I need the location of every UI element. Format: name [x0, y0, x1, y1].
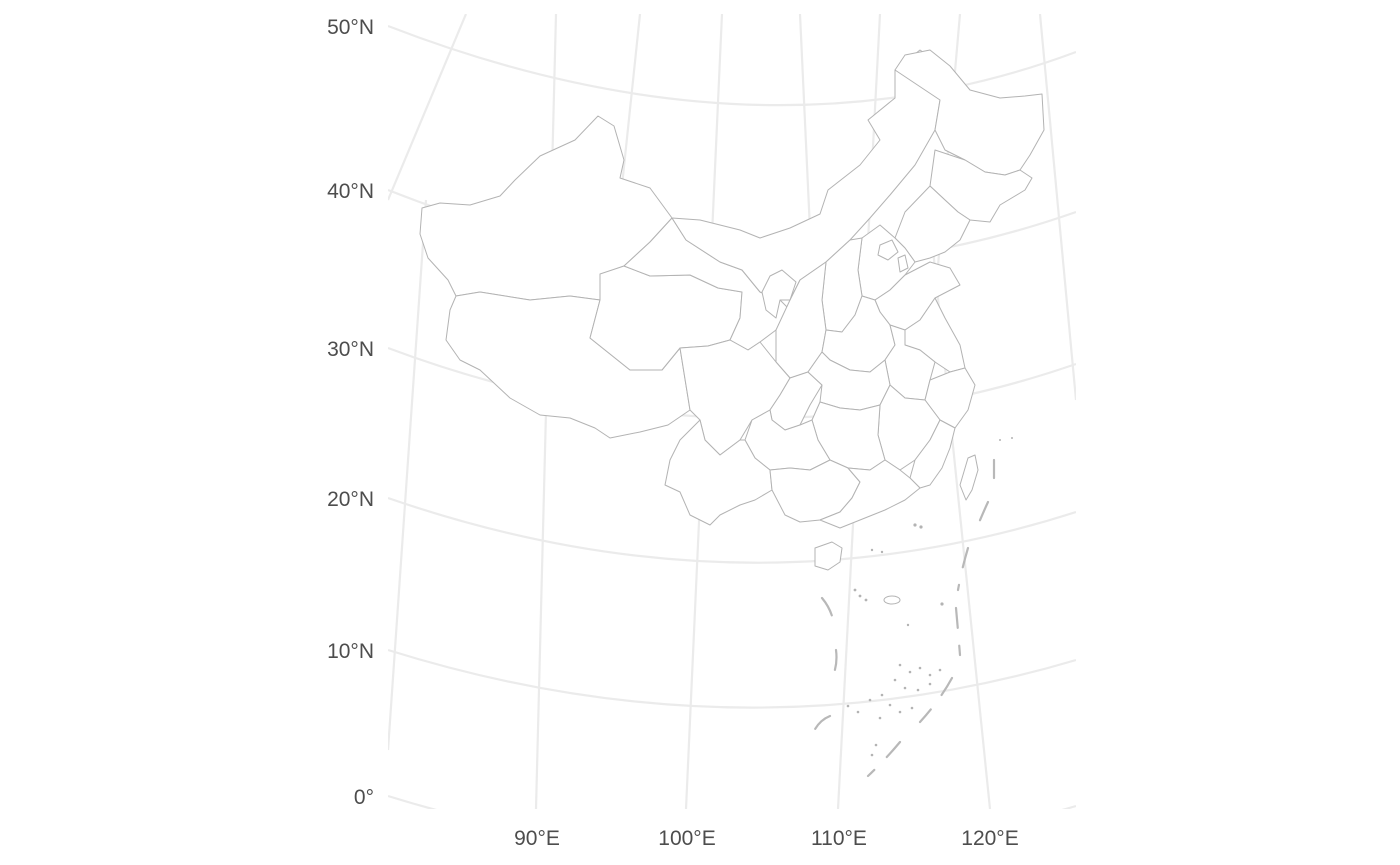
- lon-label-90e: 90°E: [514, 827, 560, 850]
- lat-label-50n: 50°N: [327, 16, 374, 39]
- parallel-20n: [388, 496, 1076, 564]
- province-guangdong: [819, 459, 921, 529]
- province-hainan: [814, 541, 843, 571]
- lat-label-0: 0°: [354, 786, 374, 809]
- lat-label-40n: 40°N: [327, 180, 374, 203]
- provinces: [419, 49, 1045, 571]
- longitude-labels: 90°E 100°E 110°E 120°E: [514, 827, 1019, 850]
- dash-segment: [808, 458, 996, 778]
- meridian-125e: [1038, 14, 1076, 401]
- meridian-80e: [388, 14, 468, 201]
- province-tianjin: [897, 254, 909, 273]
- lat-label-20n: 20°N: [327, 488, 374, 511]
- lon-label-100e: 100°E: [658, 827, 715, 850]
- lat-label-10n: 10°N: [327, 640, 374, 663]
- province-beijing: [877, 239, 899, 261]
- province-yunnan: [664, 419, 773, 526]
- south-china-sea-islands: [846, 437, 1013, 757]
- parallel-50n: [388, 24, 1076, 107]
- lat-label-30n: 30°N: [327, 338, 374, 361]
- province-xizang: [445, 291, 691, 439]
- meridian-85e: [388, 199, 428, 751]
- lon-label-120e: 120°E: [961, 827, 1018, 850]
- parallel-10n: [388, 648, 1076, 709]
- lon-label-110e: 110°E: [811, 827, 867, 850]
- nine-dash-line: [808, 458, 996, 778]
- latitude-labels: 50°N 40°N 30°N 20°N 10°N 0°: [327, 16, 374, 809]
- province-ningxia: [761, 269, 797, 319]
- province-taiwan: [959, 454, 979, 501]
- meridian-105e: [798, 14, 812, 231]
- province-heilongjiang: [894, 49, 1045, 176]
